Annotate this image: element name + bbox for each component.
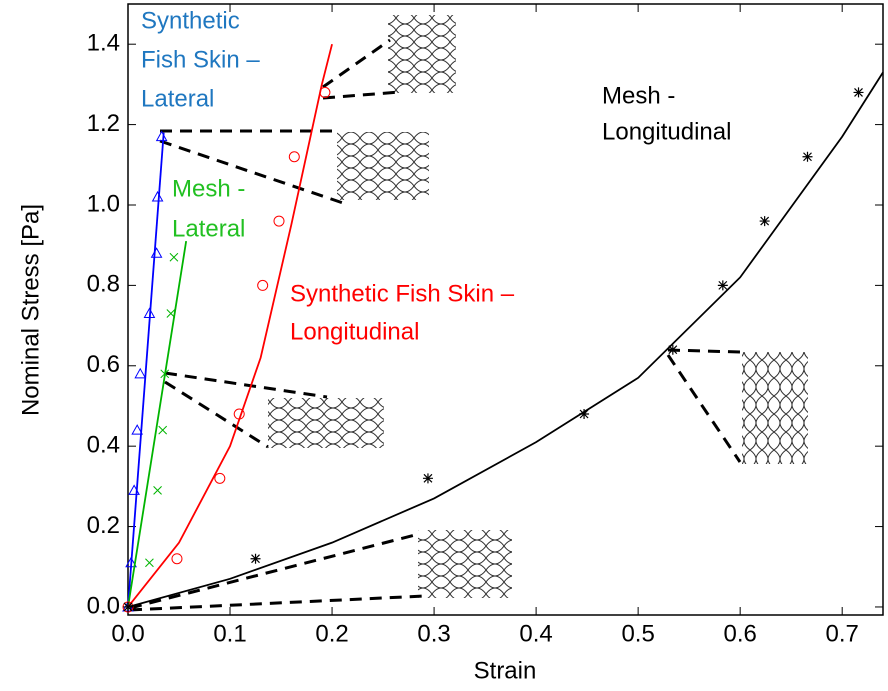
point	[759, 216, 770, 227]
x-tick-label: 0.5	[621, 620, 654, 647]
point	[802, 151, 813, 162]
mesh-inset	[337, 132, 429, 200]
point	[214, 472, 226, 484]
point	[717, 280, 728, 291]
mesh-inset	[742, 352, 808, 464]
point	[250, 553, 261, 564]
x-tick-label: 0.0	[111, 620, 144, 647]
point	[288, 151, 300, 163]
point	[153, 486, 162, 495]
mesh-inset	[418, 530, 512, 598]
mesh-inset	[388, 15, 456, 93]
y-tick-label: 1.4	[87, 30, 120, 57]
fit-line	[127, 241, 188, 608]
y-tick-label: 1.2	[87, 110, 120, 137]
callout	[129, 533, 426, 612]
y-tick-label: 0.0	[87, 592, 120, 619]
point	[151, 190, 164, 202]
point	[150, 247, 163, 258]
insets	[268, 15, 808, 598]
point	[257, 279, 269, 291]
callout	[666, 348, 742, 463]
point	[128, 484, 140, 495]
point	[273, 215, 285, 227]
callout	[322, 38, 401, 100]
annotation: Longitudinal	[290, 318, 419, 345]
point	[667, 344, 678, 355]
point	[579, 409, 590, 420]
point	[145, 558, 154, 568]
fit-line	[127, 43, 333, 608]
point	[319, 86, 331, 98]
x-tick-label: 0.3	[417, 620, 450, 647]
point	[853, 87, 864, 98]
annotation: Lateral	[172, 215, 245, 242]
point	[158, 425, 168, 435]
y-tick-label: 0.8	[87, 271, 120, 298]
point	[125, 556, 137, 568]
point	[166, 309, 176, 318]
callout	[159, 129, 344, 205]
y-tick-label: 0.2	[87, 512, 120, 539]
point	[233, 408, 245, 420]
point	[123, 601, 133, 612]
annotation: Mesh -	[172, 175, 245, 202]
x-tick-label: 0.1	[213, 620, 246, 647]
point	[160, 369, 170, 379]
point	[131, 424, 144, 435]
mesh-inset	[268, 398, 384, 448]
annotation: Mesh -	[602, 82, 675, 109]
x-axis-label: Strain	[474, 657, 537, 684]
point	[155, 130, 168, 142]
x-tick-label: 0.6	[723, 620, 756, 647]
annotation: Synthetic	[141, 7, 240, 34]
fit-line	[127, 71, 884, 608]
fit-line	[127, 132, 165, 608]
callout	[164, 371, 328, 449]
annotation: Longitudinal	[602, 118, 731, 145]
y-tick-label: 0.6	[87, 351, 120, 378]
point	[134, 367, 147, 379]
annotation: Fish Skin –	[141, 46, 260, 73]
y-axis-label: Nominal Stress [Pa]	[17, 204, 44, 416]
point	[171, 553, 183, 565]
annotation: Lateral	[141, 85, 214, 112]
annotation: Synthetic Fish Skin –	[290, 280, 515, 307]
x-tick-label: 0.7	[826, 620, 859, 647]
x-tick-label: 0.2	[315, 620, 348, 647]
plot-frame	[127, 3, 884, 616]
point	[143, 307, 156, 319]
point	[422, 473, 433, 484]
x-tick-label: 0.4	[519, 620, 552, 647]
y-tick-label: 0.4	[87, 432, 120, 459]
y-tick-label: 1.0	[87, 190, 120, 217]
point	[169, 252, 179, 262]
callout-lines	[129, 38, 742, 612]
